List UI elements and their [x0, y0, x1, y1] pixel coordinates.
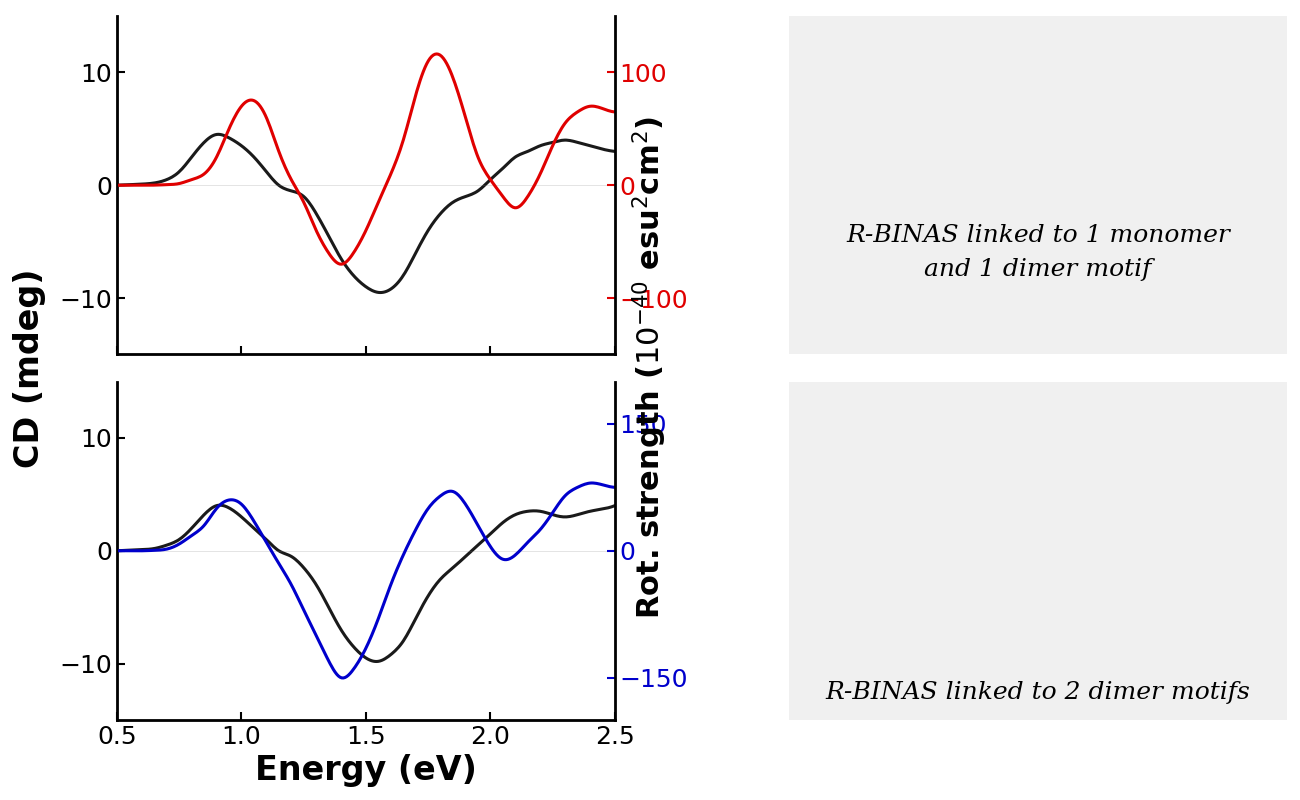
Text: CD (mdeg): CD (mdeg) — [13, 268, 46, 468]
Text: R-BINAS linked to 2 dimer motifs: R-BINAS linked to 2 dimer motifs — [826, 682, 1251, 705]
Text: and 1 dimer motif: and 1 dimer motif — [924, 258, 1152, 282]
Text: Rot. strength ($10^{-40}$ esu$^2$cm$^2$): Rot. strength ($10^{-40}$ esu$^2$cm$^2$) — [630, 117, 670, 619]
Text: R-BINAS linked to 1 monomer: R-BINAS linked to 1 monomer — [846, 225, 1230, 247]
X-axis label: Energy (eV): Energy (eV) — [255, 754, 477, 787]
